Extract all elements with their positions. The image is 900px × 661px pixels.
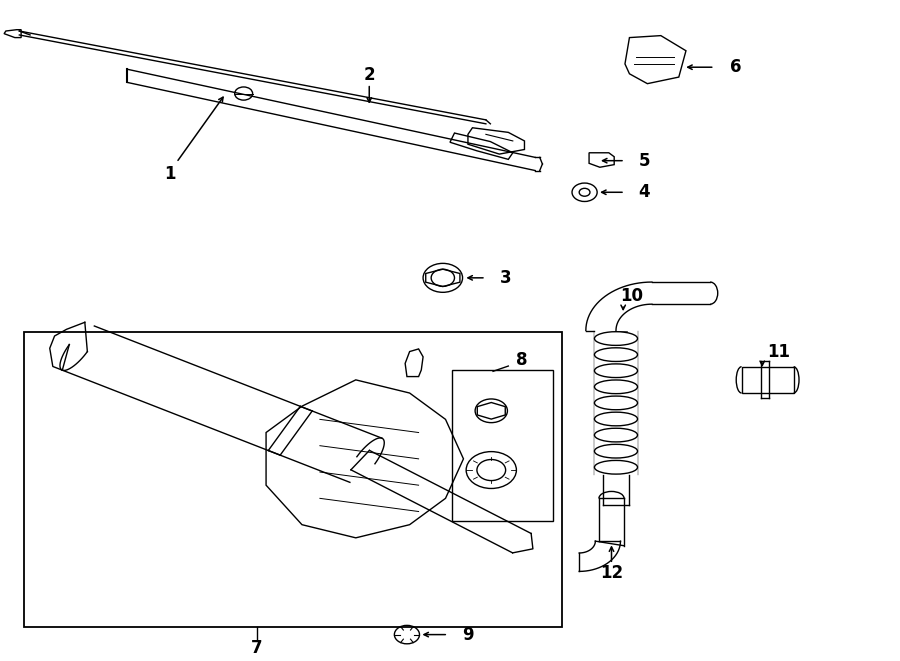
Bar (742, 367, 794, 393)
Text: 12: 12 (600, 564, 623, 582)
Text: 9: 9 (463, 625, 474, 644)
Text: 11: 11 (767, 342, 790, 360)
Text: 6: 6 (730, 58, 742, 76)
Text: 4: 4 (638, 183, 650, 201)
Bar (452, 370, 554, 522)
Bar (23, 332, 562, 627)
Text: 5: 5 (638, 151, 650, 170)
Text: 7: 7 (251, 639, 263, 657)
Text: 10: 10 (621, 288, 644, 305)
Text: 3: 3 (500, 269, 512, 287)
Text: 8: 8 (516, 351, 527, 369)
Text: 2: 2 (364, 66, 375, 84)
Text: 1: 1 (165, 165, 176, 183)
